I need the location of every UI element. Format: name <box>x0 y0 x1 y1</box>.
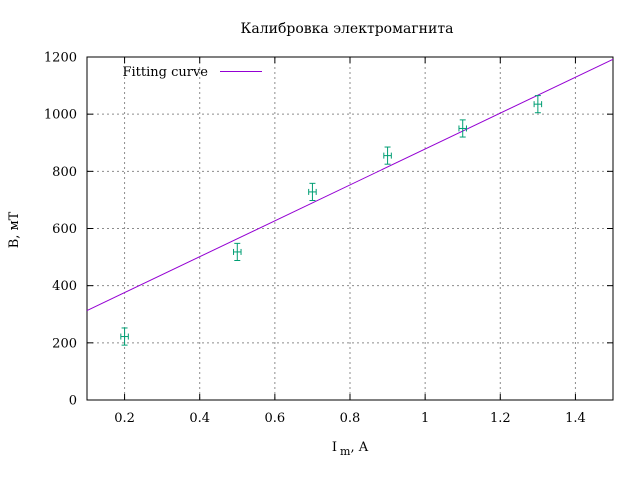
y-tick-label: 600 <box>52 222 77 237</box>
fitting-curve-line <box>86 58 614 311</box>
y-axis-label: B, мТ <box>7 211 22 248</box>
data-point <box>120 327 129 346</box>
x-tick-label: 0.8 <box>340 411 361 426</box>
data-point <box>458 119 467 138</box>
y-axis: 0 200 400 600 800 1000 1200 <box>44 51 613 409</box>
legend-label: Fitting curve <box>122 65 208 80</box>
data-point <box>533 95 543 114</box>
legend: Fitting curve <box>122 65 262 80</box>
y-tick-label: 1000 <box>44 108 77 123</box>
x-tick-label: 0.6 <box>265 411 286 426</box>
chart-title: Калибровка электромагнита <box>241 21 454 37</box>
data-point <box>308 182 317 201</box>
x-axis-label-sub: m <box>340 445 351 458</box>
data-point <box>233 242 242 262</box>
x-tick-label: 0.4 <box>189 411 210 426</box>
x-tick-label: 1 <box>421 411 429 426</box>
y-tick-label: 800 <box>52 165 77 180</box>
data-point <box>383 146 392 165</box>
x-tick-label: 1.2 <box>490 411 511 426</box>
data-points <box>120 95 543 346</box>
y-tick-label: 400 <box>52 279 77 294</box>
grid <box>87 57 613 400</box>
y-tick-label: 200 <box>52 336 77 351</box>
x-tick-label: 1.4 <box>565 411 586 426</box>
y-tick-label: 1200 <box>44 51 77 66</box>
x-axis: 0.2 0.4 0.6 0.8 1 1.2 1.4 <box>114 57 586 426</box>
x-axis-label-main: I <box>332 440 337 455</box>
y-tick-label: 0 <box>69 394 77 409</box>
x-axis-label-suffix: , A <box>350 440 368 455</box>
fit-line-layer <box>86 58 614 311</box>
x-tick-label: 0.2 <box>114 411 135 426</box>
